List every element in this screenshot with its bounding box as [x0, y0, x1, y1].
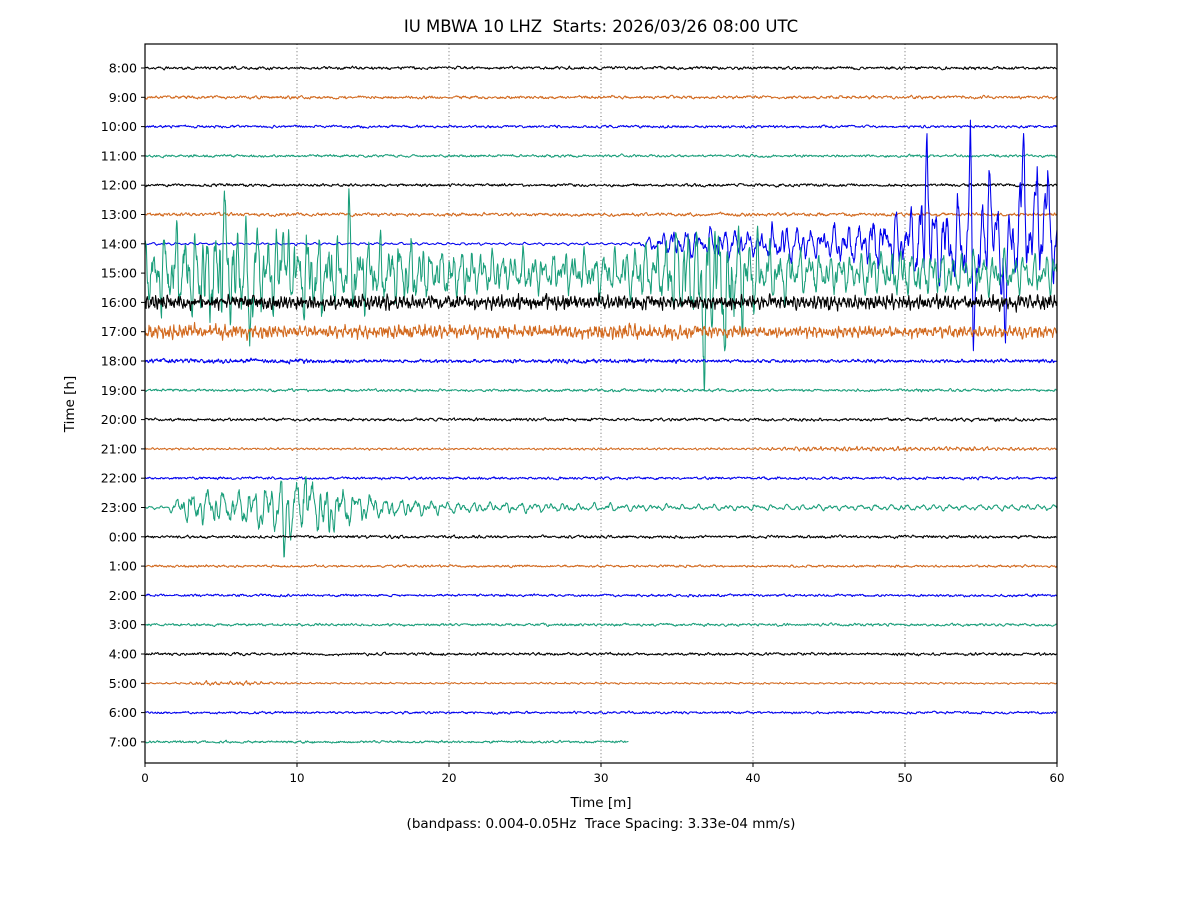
trace-22:00 — [145, 475, 1057, 481]
hour-label-20:00: 20:00 — [101, 412, 137, 427]
caption-bandpass-spacing: (bandpass: 0.004-0.05Hz Trace Spacing: 3… — [406, 816, 796, 832]
hour-label-19:00: 19:00 — [101, 383, 137, 398]
trace-10:00 — [145, 124, 1057, 129]
plot-frame — [144, 43, 1058, 764]
hour-label-2:00: 2:00 — [109, 588, 137, 603]
x-axis-label: Time [m] — [570, 795, 632, 811]
trace-14:00 — [145, 119, 1057, 352]
trace-21:00 — [145, 445, 1057, 452]
trace-5:00 — [145, 679, 1057, 687]
trace-18:00 — [145, 357, 1057, 365]
hour-label-7:00: 7:00 — [109, 734, 137, 749]
x-tick-label-50: 50 — [897, 771, 912, 785]
hour-label-8:00: 8:00 — [109, 61, 137, 76]
trace-12:00 — [145, 182, 1057, 188]
x-tick-label-20: 20 — [441, 771, 456, 785]
trace-2:00 — [145, 593, 1057, 598]
trace-1:00 — [145, 563, 1057, 569]
hour-label-11:00: 11:00 — [101, 148, 137, 163]
trace-23:00 — [145, 475, 1057, 558]
hour-label-3:00: 3:00 — [109, 617, 137, 632]
hour-label-21:00: 21:00 — [101, 441, 137, 456]
hour-label-17:00: 17:00 — [101, 324, 137, 339]
trace-19:00 — [145, 387, 1057, 393]
trace-9:00 — [145, 94, 1057, 100]
hour-label-6:00: 6:00 — [109, 705, 137, 720]
x-tick-label-40: 40 — [745, 771, 760, 785]
hour-label-18:00: 18:00 — [101, 354, 137, 369]
trace-16:00 — [145, 292, 1057, 313]
trace-8:00 — [145, 65, 1057, 71]
trace-13:00 — [145, 211, 1057, 218]
x-tick-label-10: 10 — [289, 771, 304, 785]
hour-label-5:00: 5:00 — [109, 676, 137, 691]
trace-0:00 — [145, 534, 1057, 540]
trace-17:00 — [145, 321, 1057, 342]
hour-label-14:00: 14:00 — [101, 236, 137, 251]
hour-label-1:00: 1:00 — [109, 559, 137, 574]
trace-15:00 — [145, 188, 1057, 392]
hour-label-0:00: 0:00 — [109, 529, 137, 544]
x-tick-label-60: 60 — [1049, 771, 1064, 785]
hour-label-16:00: 16:00 — [101, 295, 137, 310]
trace-6:00 — [145, 710, 1057, 715]
figure-title: IU MBWA 10 LHZ Starts: 2026/03/26 08:00 … — [403, 17, 799, 36]
trace-4:00 — [145, 651, 1057, 657]
trace-20:00 — [145, 417, 1057, 423]
hour-label-22:00: 22:00 — [101, 471, 137, 486]
trace-11:00 — [145, 153, 1057, 159]
hour-label-15:00: 15:00 — [101, 266, 137, 281]
hour-label-13:00: 13:00 — [101, 207, 137, 222]
hour-label-4:00: 4:00 — [109, 647, 137, 662]
hour-label-12:00: 12:00 — [101, 178, 137, 193]
x-tick-label-30: 30 — [593, 771, 608, 785]
trace-7:00 — [145, 739, 629, 744]
trace-3:00 — [145, 622, 1057, 628]
x-tick-label-0: 0 — [141, 771, 149, 785]
hour-label-9:00: 9:00 — [109, 90, 137, 105]
hour-label-23:00: 23:00 — [101, 500, 137, 515]
hour-label-10:00: 10:00 — [101, 119, 137, 134]
